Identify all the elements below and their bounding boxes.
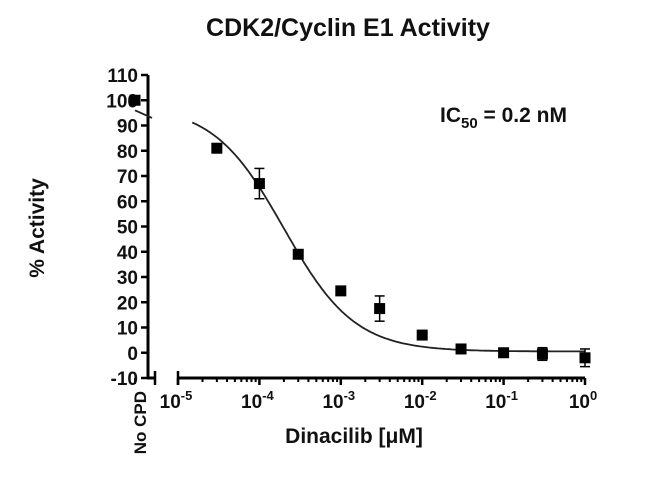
data-point — [253, 178, 265, 190]
fit-curve-break-segment — [134, 109, 153, 119]
y-tick-label: 70 — [117, 167, 138, 188]
y-tick-label: 110 — [107, 66, 138, 87]
control-label: No CPD — [131, 391, 150, 454]
y-tick-label: 40 — [117, 243, 138, 264]
x-axis-label: Dinacilib [μM] — [285, 425, 423, 448]
x-ticks: 10-5 10-4 10-3 10-2 10-1 100 — [160, 378, 597, 413]
y-tick-label: 80 — [117, 142, 138, 163]
data-point — [455, 343, 467, 355]
data-point — [416, 329, 428, 341]
fit-curve-group — [134, 109, 585, 353]
ic50-prefix: IC — [440, 104, 461, 127]
data-point — [211, 142, 223, 154]
data-point — [579, 352, 591, 364]
x-tick-label: 100 — [569, 388, 597, 413]
ic50-annotation: IC50 = 0.2 nM — [440, 104, 567, 132]
x-tick-label: 10-1 — [485, 388, 518, 413]
data-point — [536, 348, 548, 360]
y-tick-label: 30 — [117, 268, 138, 289]
fit-curve — [191, 121, 585, 353]
ic50-value: = 0.2 nM — [478, 104, 567, 127]
control-point — [129, 94, 141, 106]
x-tick-label: 10-3 — [322, 388, 355, 413]
svg-text:IC50 = 0.2 nM: IC50 = 0.2 nM — [440, 104, 567, 132]
y-tick-label: 90 — [117, 117, 138, 138]
data-point — [498, 347, 510, 359]
x-tick-label: 10-2 — [404, 388, 437, 413]
y-axis-label: % Activity — [26, 178, 49, 278]
y-tick-label: 10 — [117, 319, 138, 340]
y-tick-label: -10 — [111, 369, 138, 390]
chart-title: CDK2/Cyclin E1 Activity — [206, 14, 490, 42]
data-point — [374, 303, 386, 315]
x-tick-label: 10-4 — [241, 388, 274, 413]
data-point — [335, 285, 347, 297]
y-tick-label: 50 — [117, 218, 138, 239]
y-tick-label: 60 — [117, 192, 138, 213]
ic50-subscript: 50 — [461, 115, 478, 132]
y-tick-label: 20 — [117, 293, 138, 314]
data-point — [292, 248, 304, 260]
y-tick-label: 0 — [127, 344, 138, 365]
x-tick-label: 10-5 — [160, 388, 193, 413]
data-points — [129, 94, 591, 368]
